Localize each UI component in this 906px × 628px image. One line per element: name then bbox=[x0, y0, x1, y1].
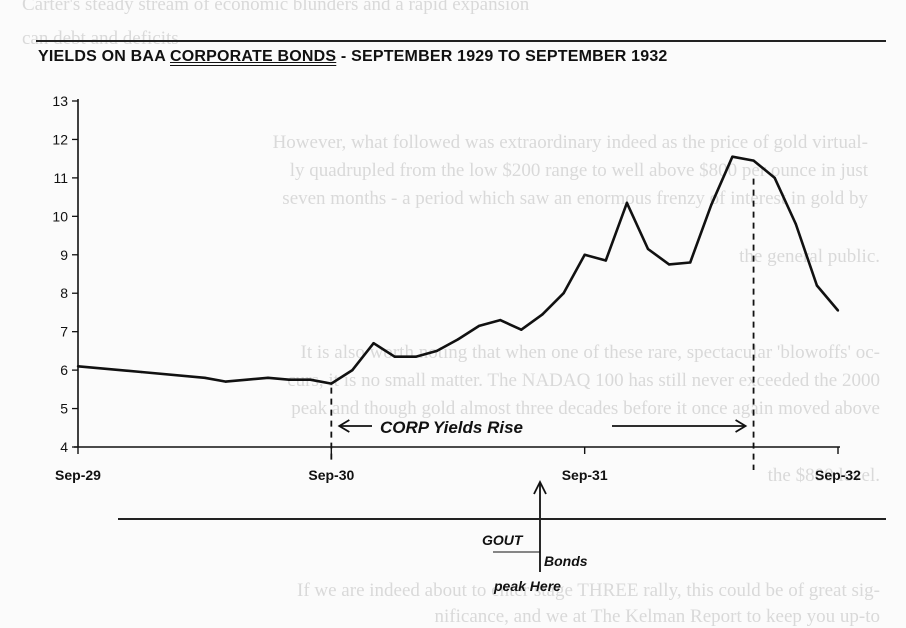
data-point bbox=[773, 176, 776, 180]
data-point bbox=[836, 309, 840, 312]
data-point bbox=[731, 155, 734, 158]
data-point bbox=[794, 222, 797, 226]
gout-label: GOUT bbox=[482, 532, 524, 548]
ghost-line: peak and though gold almost three decade… bbox=[291, 398, 880, 419]
y-tick-label: 11 bbox=[53, 170, 68, 186]
ghost-line: can debt and deficits bbox=[22, 28, 179, 49]
x-tick-label: Sep-31 bbox=[562, 467, 608, 483]
title-underlined: CORPORATE BONDS bbox=[170, 48, 337, 65]
ghost-line: nificance, and we at The Kelman Report t… bbox=[434, 606, 880, 627]
y-tick-label: 10 bbox=[52, 208, 68, 224]
data-point bbox=[140, 370, 143, 374]
y-tick-label: 9 bbox=[60, 247, 68, 263]
data-point bbox=[562, 292, 565, 295]
arrow-left-head bbox=[337, 419, 350, 433]
y-tick-label: 4 bbox=[60, 439, 68, 455]
title-suffix: - SEPTEMBER 1929 TO SEPTEMBER 1932 bbox=[336, 48, 668, 65]
data-point bbox=[667, 263, 671, 266]
data-point bbox=[477, 324, 481, 328]
data-point bbox=[815, 284, 819, 287]
ghost-line: seven months - a period which saw an eno… bbox=[282, 188, 868, 209]
data-point bbox=[520, 328, 523, 331]
corp-yields-rise-label: CORP Yields Rise bbox=[380, 418, 523, 437]
ghost-line: the general public. bbox=[739, 246, 880, 267]
y-tick-label: 5 bbox=[60, 401, 68, 417]
data-point bbox=[351, 368, 354, 372]
ghost-line: curs, it is no small matter. The NADAQ 1… bbox=[287, 370, 880, 391]
data-point bbox=[266, 376, 270, 379]
data-point bbox=[583, 253, 586, 256]
y-tick-label: 13 bbox=[52, 93, 68, 109]
data-point bbox=[414, 355, 417, 358]
y-tick-label: 12 bbox=[52, 131, 68, 147]
data-point bbox=[752, 159, 755, 162]
x-tick-label: Sep-29 bbox=[55, 467, 101, 483]
arrow-right-head bbox=[735, 419, 748, 433]
chart-ticks: 4 5 6 7 8 9 10 11 12 13 Sep-29 Sep-30 Sep-31 Sep-32 bbox=[52, 93, 861, 483]
data-point bbox=[435, 349, 439, 353]
chart-series bbox=[76, 155, 840, 385]
data-point bbox=[203, 376, 206, 379]
bottom-rule bbox=[118, 518, 886, 520]
data-point bbox=[625, 201, 629, 205]
chart-axes bbox=[74, 99, 840, 448]
y-tick-label: 8 bbox=[60, 285, 68, 301]
ghost-line: the $800 level. bbox=[767, 465, 880, 486]
data-point bbox=[710, 203, 713, 206]
data-point bbox=[76, 365, 80, 368]
up-arrow-head bbox=[533, 479, 547, 495]
top-rule bbox=[36, 40, 886, 42]
data-point bbox=[541, 313, 544, 316]
data-point bbox=[287, 378, 291, 381]
yield-line bbox=[77, 155, 839, 385]
title-prefix: YIELDS ON BAA bbox=[38, 48, 170, 65]
chart-markers bbox=[330, 178, 755, 470]
chart-title: YIELDS ON BAA CORPORATE BONDS - SEPTEMBE… bbox=[38, 48, 668, 66]
data-point bbox=[372, 342, 375, 345]
chart-annotations: CORP Yields Rise GOUT Bonds peak Here bbox=[337, 418, 748, 594]
data-point bbox=[330, 382, 333, 385]
data-point bbox=[689, 261, 692, 264]
x-tick-label: Sep-32 bbox=[815, 467, 861, 483]
data-point bbox=[245, 378, 249, 381]
data-point bbox=[309, 378, 312, 381]
ghost-line: If we are indeed about to enter stage TH… bbox=[297, 580, 880, 601]
data-point bbox=[604, 259, 607, 262]
peak-here-label: peak Here bbox=[493, 578, 561, 594]
data-point bbox=[456, 338, 460, 341]
data-point bbox=[646, 247, 650, 251]
data-point bbox=[224, 380, 227, 383]
bonds-label: Bonds bbox=[544, 553, 588, 569]
ghost-line: However, what followed was extraordinary… bbox=[272, 132, 868, 153]
x-tick-label: Sep-30 bbox=[308, 467, 354, 483]
ghost-line: Carter's steady stream of economic blund… bbox=[22, 0, 530, 15]
y-tick-label: 6 bbox=[60, 362, 68, 378]
data-point bbox=[499, 318, 502, 322]
y-tick-label: 7 bbox=[60, 324, 68, 340]
data-point bbox=[393, 355, 396, 358]
